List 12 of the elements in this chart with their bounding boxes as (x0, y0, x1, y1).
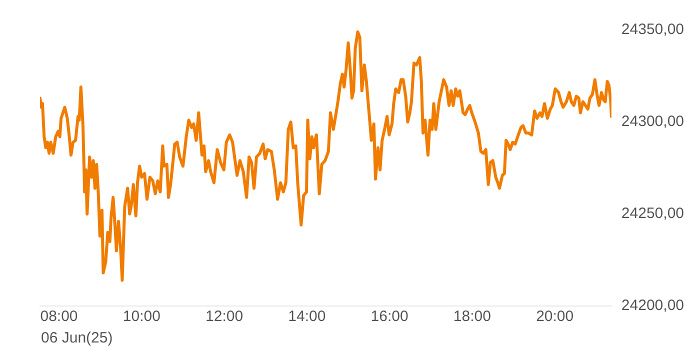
x-tick-label: 18:00 (453, 308, 491, 326)
x-tick-label: 14:00 (288, 308, 326, 326)
x-tick-label: 20:00 (536, 308, 574, 326)
x-tick-label: 12:00 (206, 308, 244, 326)
text: 06 Jun(25) (41, 330, 113, 347)
x-tick-label: 10:00 (122, 308, 160, 326)
x-tick-label: 08:00 (40, 308, 78, 326)
y-tick-label: 24350,00 (621, 21, 684, 38)
x-tick-label: 16:00 (370, 308, 408, 326)
y-tick-label: 24250,00 (621, 205, 684, 222)
y-tick-label: 24300,00 (621, 113, 684, 130)
y-tick-label: 24200,00 (621, 297, 684, 314)
